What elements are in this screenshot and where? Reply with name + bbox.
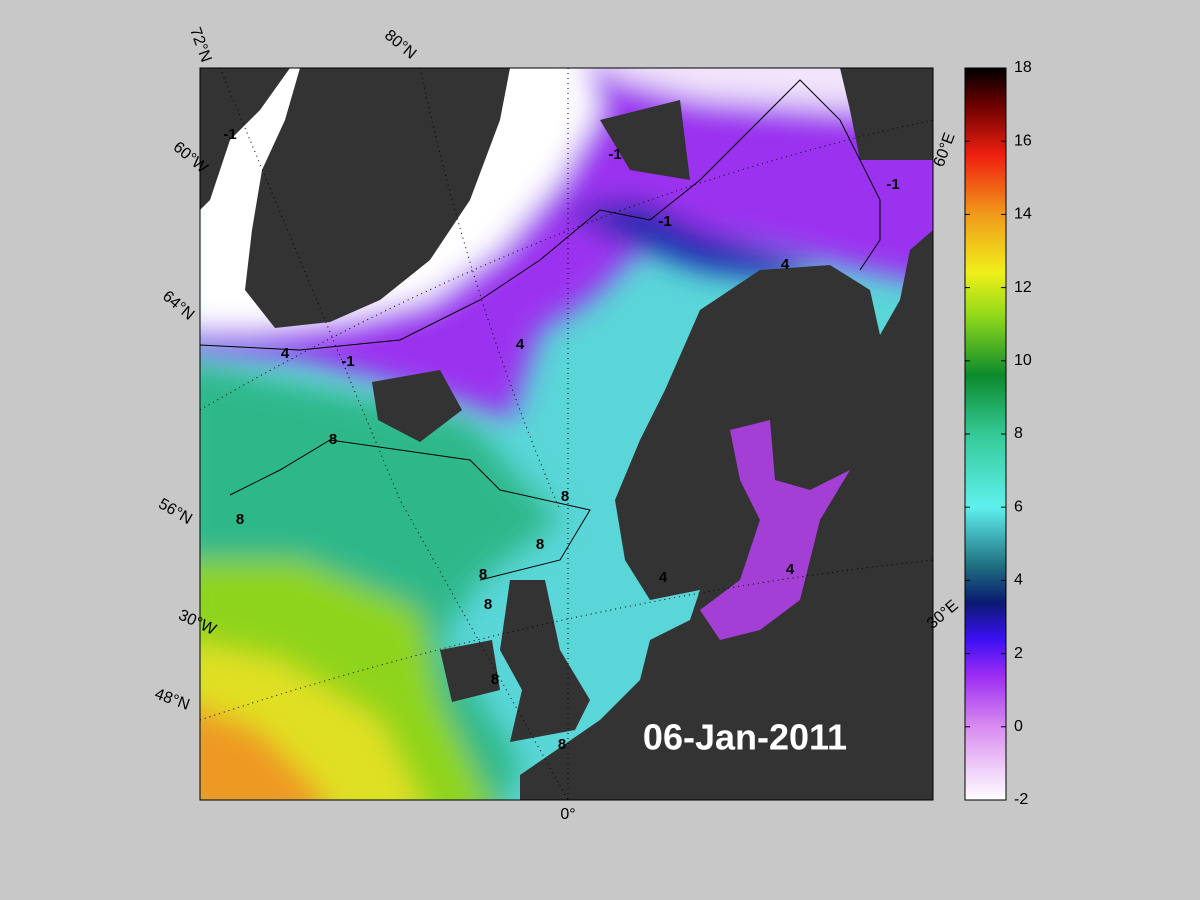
- graticule-label: 56°N: [155, 495, 194, 528]
- graticule-label: 72°N: [186, 25, 214, 64]
- contour-label: 8: [484, 596, 492, 613]
- contour-label: 8: [558, 736, 566, 753]
- contour-label: 8: [479, 566, 487, 583]
- colorbar-tick-label: 12: [1014, 279, 1032, 296]
- contour-label: 8: [491, 671, 499, 688]
- contour-label: -1: [341, 353, 354, 370]
- contour-label: 8: [536, 536, 544, 553]
- map: [200, 68, 933, 800]
- contour-label: 4: [281, 345, 290, 362]
- contours: [200, 79, 881, 581]
- colorbar-tick-label: 8: [1014, 425, 1023, 442]
- colorbar-tick-label: 2: [1014, 645, 1023, 662]
- contour-label: -1: [886, 176, 899, 193]
- date-label: 06-Jan-2011: [643, 717, 847, 758]
- contour-label: 4: [781, 256, 790, 273]
- colorbar: [964, 67, 1007, 801]
- contour-label: 8: [236, 511, 244, 528]
- contour-label: 4: [516, 336, 525, 353]
- colorbar-tick-label: 6: [1014, 498, 1023, 515]
- contour-label: -1: [658, 213, 671, 230]
- colorbar-tick-label: 18: [1014, 59, 1032, 76]
- graticule-label: 60°E: [931, 131, 959, 170]
- contour-label: 8: [561, 488, 569, 505]
- graticule-label: 64°N: [159, 288, 197, 324]
- contour-label: 4: [659, 569, 668, 586]
- colorbar-tick-label: 0: [1014, 718, 1023, 735]
- map-frame: [199, 67, 934, 801]
- contour-label: -1: [608, 146, 621, 163]
- contour-label: 8: [329, 431, 337, 448]
- contour-label: 4: [786, 561, 795, 578]
- graticule-label: 48°N: [152, 686, 191, 714]
- colorbar-tick-label: 10: [1014, 352, 1032, 369]
- colorbar-tick-label: 16: [1014, 132, 1032, 149]
- graticule-label: 80°N: [381, 27, 419, 63]
- contour-label: -1: [223, 126, 236, 143]
- colorbar-tick-label: -2: [1014, 791, 1028, 808]
- colorbar-tick-label: 4: [1014, 572, 1023, 589]
- colorbar-tick-label: 14: [1014, 206, 1032, 223]
- land: [200, 68, 933, 800]
- graticule: [200, 68, 933, 800]
- baltic-sea: [700, 420, 850, 640]
- graticule-label: 0°: [560, 806, 575, 823]
